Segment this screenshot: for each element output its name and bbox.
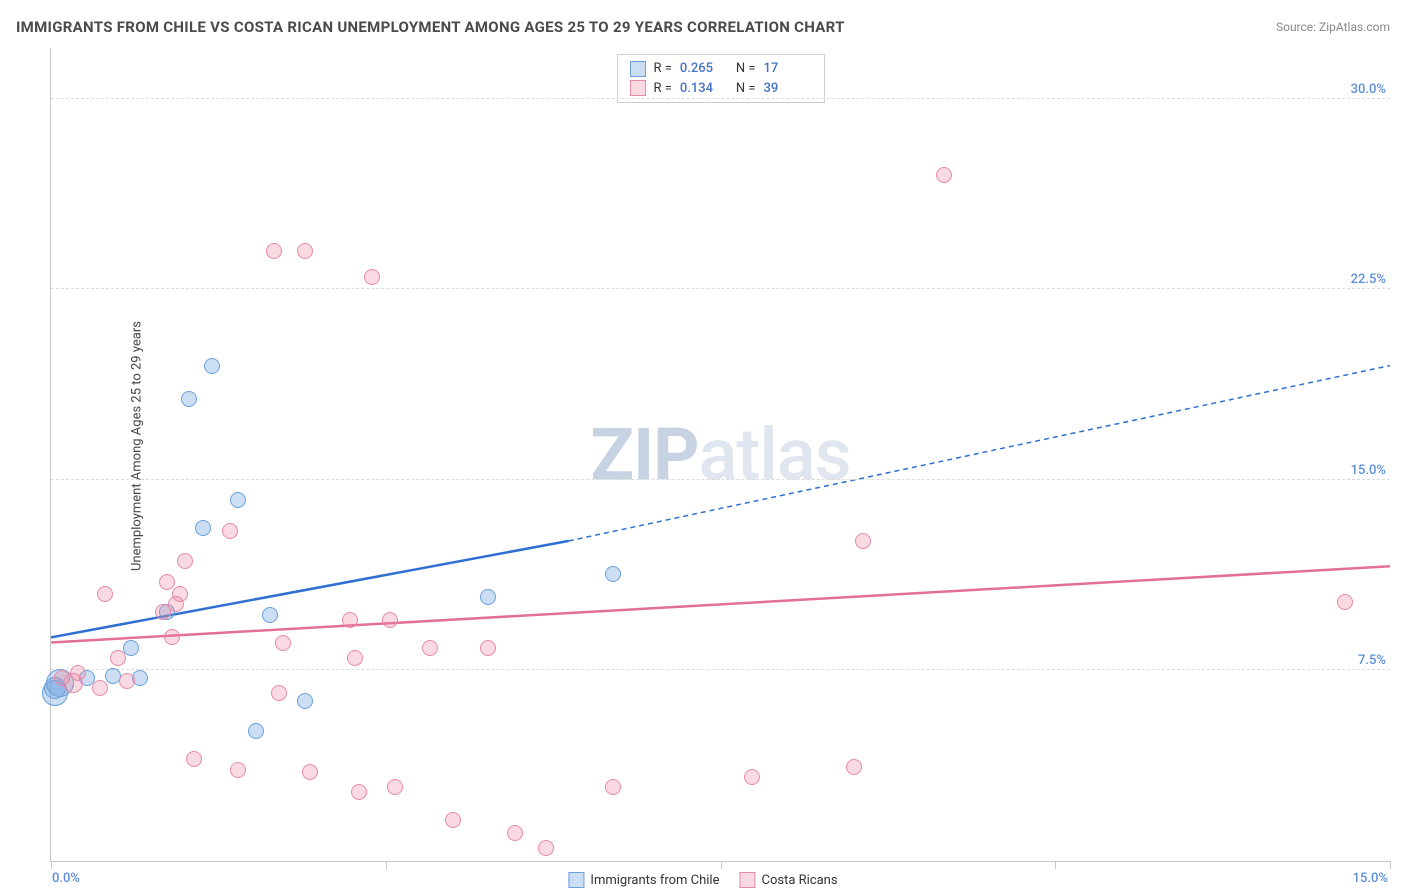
data-point [123,640,139,656]
chart-title: IMMIGRANTS FROM CHILE VS COSTA RICAN UNE… [16,18,845,36]
data-point [342,612,358,628]
data-point [230,762,246,778]
data-point [387,779,403,795]
x-tick [1390,861,1391,869]
data-point [480,589,496,605]
x-tick-label: 15.0% [1353,871,1388,886]
x-tick-label: 0.0% [52,871,80,886]
y-tick-label: 30.0% [1351,82,1386,97]
data-point [230,492,246,508]
data-point [70,665,86,681]
grid-line [51,479,1390,480]
data-point [97,586,113,602]
data-point [382,612,398,628]
trend-lines [51,48,1390,861]
swatch-icon [739,872,755,888]
data-point [119,673,135,689]
grid-line [51,288,1390,289]
x-tick [51,861,52,869]
data-point [248,723,264,739]
grid-line [51,98,1390,99]
watermark: ZIPatlas [590,412,850,497]
data-point [172,586,188,602]
data-point [204,358,220,374]
data-point [605,566,621,582]
x-tick [721,861,722,869]
swatch-icon [629,80,645,96]
swatch-icon [568,872,584,888]
y-tick-label: 7.5% [1358,653,1386,668]
x-tick [1055,861,1056,869]
data-point [846,759,862,775]
data-point [538,840,554,856]
legend-item-costa: Costa Ricans [739,872,837,888]
data-point [177,553,193,569]
data-point [271,685,287,701]
data-point [275,635,291,651]
y-tick-label: 22.5% [1351,272,1386,287]
data-point [347,650,363,666]
data-point [744,769,760,785]
data-point [507,825,523,841]
data-point [181,391,197,407]
data-point [222,523,238,539]
data-point [164,629,180,645]
data-point [266,243,282,259]
data-point [297,693,313,709]
legend-label: Costa Ricans [761,873,837,888]
legend-row-costa: R = 0.134 N = 39 [629,79,811,99]
data-point [159,574,175,590]
data-point [605,779,621,795]
correlation-legend: R = 0.265 N = 17 R = 0.134 N = 39 [616,54,824,103]
data-point [297,243,313,259]
data-point [855,533,871,549]
data-point [364,269,380,285]
x-tick [386,861,387,869]
data-point [262,607,278,623]
data-point [92,680,108,696]
swatch-icon [629,61,645,77]
y-tick-label: 15.0% [1351,463,1386,478]
legend-label: Immigrants from Chile [590,873,719,888]
data-point [936,167,952,183]
scatter-plot-area: ZIPatlas R = 0.265 N = 17 R = 0.134 N = … [50,48,1390,862]
data-point [186,751,202,767]
data-point [195,520,211,536]
data-point [110,650,126,666]
data-point [351,784,367,800]
source-attribution: Source: ZipAtlas.com [1276,20,1390,34]
data-point [1337,594,1353,610]
grid-line [51,669,1390,670]
data-point [422,640,438,656]
data-point [302,764,318,780]
legend-row-chile: R = 0.265 N = 17 [629,59,811,79]
data-point [480,640,496,656]
data-point [445,812,461,828]
series-legend: Immigrants from Chile Costa Ricans [568,872,837,888]
legend-item-chile: Immigrants from Chile [568,872,719,888]
